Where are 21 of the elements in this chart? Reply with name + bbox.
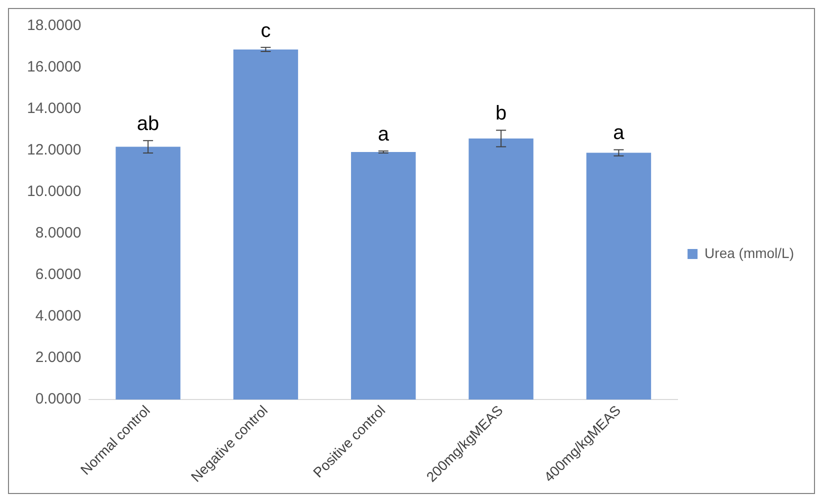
y-tick-label: 4.0000 <box>35 308 82 325</box>
y-tick-label: 12.0000 <box>26 142 82 159</box>
bar <box>233 49 298 400</box>
annotation: a <box>378 123 390 146</box>
y-tick-label: 8.0000 <box>35 224 82 242</box>
bar <box>116 146 180 400</box>
annotation: b <box>495 102 507 125</box>
bar <box>468 138 534 400</box>
y-tick-label: 18.0000 <box>26 17 82 34</box>
annotation: a <box>613 122 626 144</box>
bar <box>586 152 652 400</box>
y-tick-label: 2.0000 <box>35 349 82 366</box>
annotation: ab <box>136 113 160 136</box>
annotation: c <box>260 20 271 42</box>
y-tick-label: 0.0000 <box>35 390 82 408</box>
legend-label: Urea (mmol/L) <box>704 244 794 261</box>
bar <box>351 152 416 400</box>
y-tick-label: 16.0000 <box>26 58 82 76</box>
y-tick-label: 6.0000 <box>35 266 82 284</box>
y-tick-label: 10.0000 <box>26 183 82 200</box>
y-tick-label: 14.0000 <box>26 100 82 118</box>
